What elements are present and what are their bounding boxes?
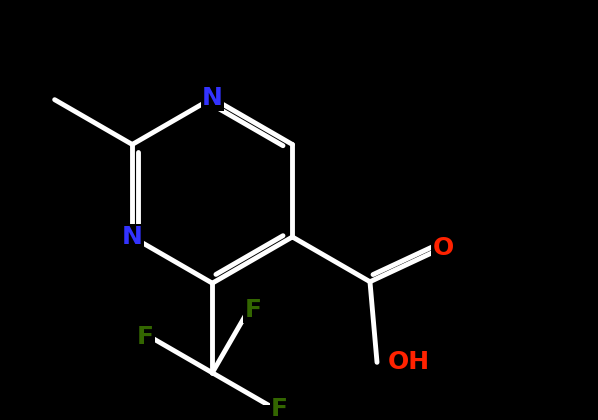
- Text: F: F: [271, 397, 288, 420]
- Text: N: N: [122, 225, 143, 249]
- Text: N: N: [202, 86, 222, 110]
- Text: O: O: [433, 236, 454, 260]
- Text: F: F: [136, 325, 154, 349]
- Text: F: F: [245, 298, 261, 322]
- Text: OH: OH: [388, 350, 429, 374]
